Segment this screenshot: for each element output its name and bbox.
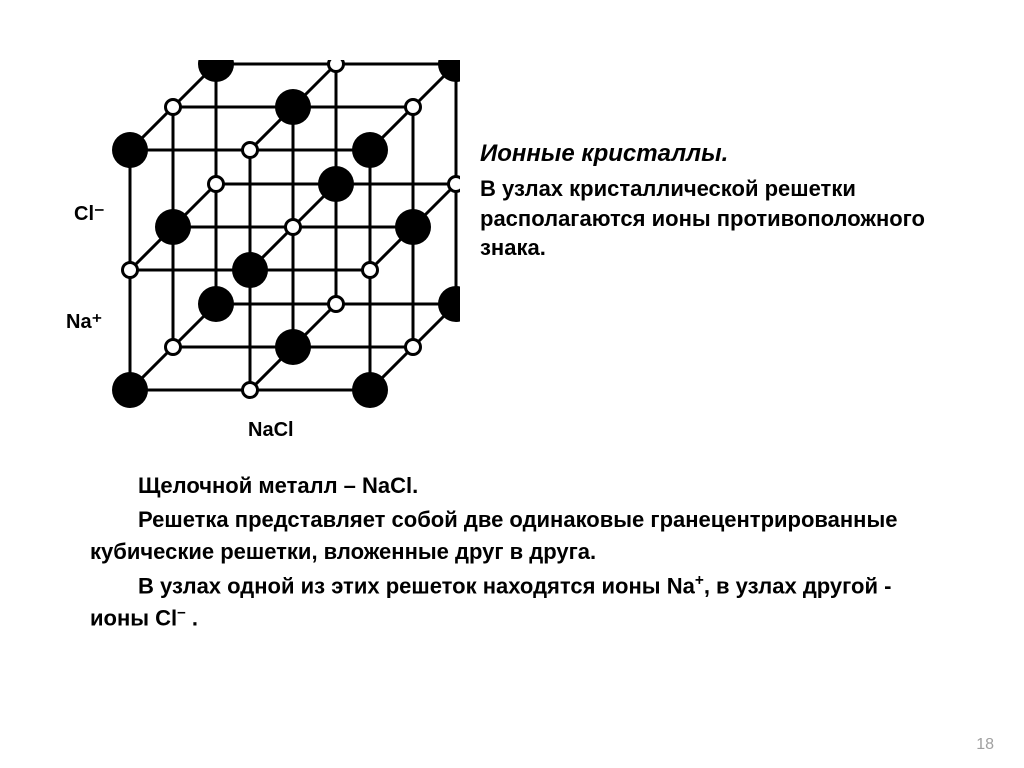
section-body: В узлах кристаллической решетки располаг…	[480, 174, 960, 263]
svg-text:Cl⁻: Cl⁻	[74, 203, 105, 225]
bottom-text-block: Щелочной металл – NaCl. Решетка представ…	[90, 470, 950, 636]
svg-text:NaCl: NaCl	[248, 419, 294, 441]
section-title: Ионные кристаллы.	[480, 140, 960, 168]
svg-text:Na⁺: Na⁺	[66, 311, 102, 333]
bt-line1: Щелочной металл – NaCl.	[90, 470, 950, 502]
bt-line2: Решетка представляет собой две одинаковы…	[90, 504, 950, 568]
bt-line3: В узлах одной из этих решеток находятся …	[90, 570, 950, 634]
right-text-block: Ионные кристаллы. В узлах кристаллическо…	[480, 140, 960, 263]
lattice-diagram: Cl⁻ Na⁺ NaCl	[60, 60, 460, 465]
page-number: 18	[976, 736, 994, 754]
